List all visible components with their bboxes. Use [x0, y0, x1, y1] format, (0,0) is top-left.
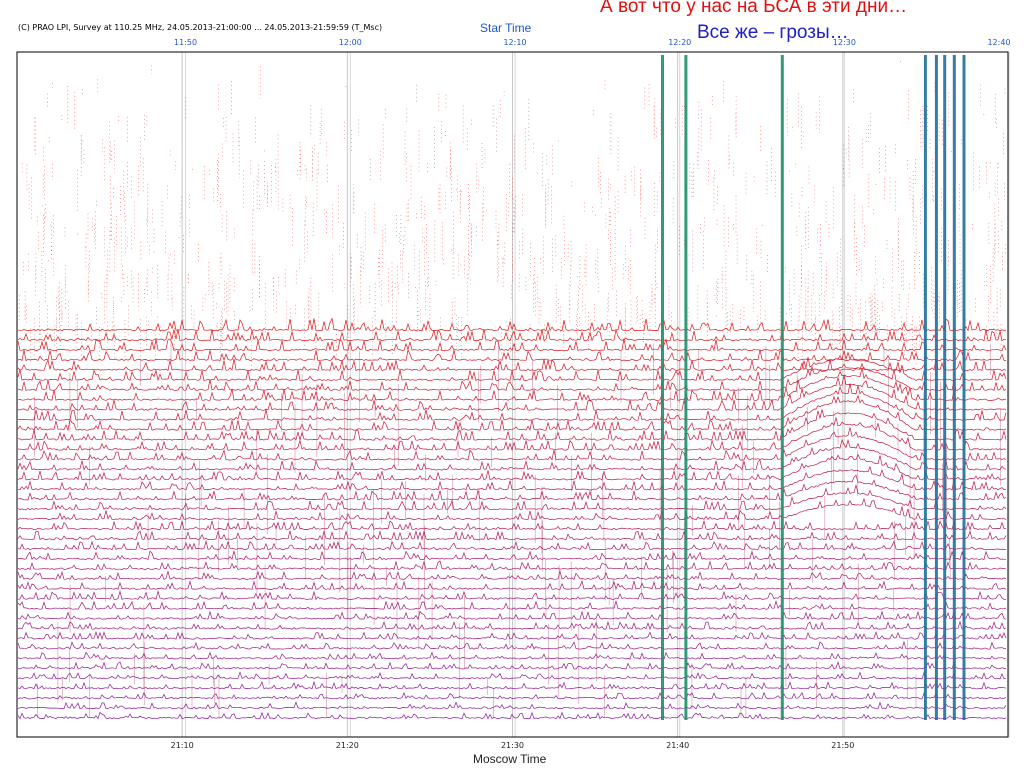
plot-frame — [16, 51, 1009, 738]
interference-burst — [684, 55, 688, 720]
series-trace — [17, 579, 1007, 591]
series-trace — [17, 383, 1007, 422]
series-trace — [17, 368, 1007, 402]
star-time-axis-title: Star Time — [480, 21, 532, 35]
series-trace — [17, 417, 1007, 452]
star-time-tick-label: 12:20 — [668, 38, 692, 47]
series-trace — [17, 550, 1007, 561]
series-trace — [17, 560, 1007, 571]
series-trace — [17, 438, 1007, 471]
series-trace — [17, 600, 1007, 611]
series-trace — [17, 610, 1007, 621]
series-trace — [17, 519, 1007, 531]
burst-group — [661, 55, 966, 720]
series-trace — [17, 691, 1007, 700]
star-time-tick-label: 12:40 — [987, 38, 1011, 47]
interference-burst — [943, 55, 947, 720]
moscow-time-tick-label: 21:10 — [170, 741, 194, 750]
series-trace — [17, 630, 1007, 641]
star-time-tick-label: 12:10 — [503, 38, 527, 47]
series-trace — [17, 394, 1007, 432]
interference-burst — [934, 55, 938, 720]
star-time-tick-label: 11:50 — [174, 38, 198, 47]
series-trace — [17, 427, 1007, 462]
series-trace — [17, 483, 1007, 511]
moscow-time-tick-label: 21:30 — [500, 741, 525, 750]
spike-group — [18, 61, 1006, 718]
series-trace — [18, 317, 1007, 332]
series-trace — [17, 375, 1007, 411]
grid-lines — [181, 52, 1010, 737]
series-trace — [17, 671, 1007, 680]
series-trace — [17, 620, 1007, 631]
series-trace — [17, 349, 1006, 362]
series-trace — [17, 474, 1007, 501]
interference-burst — [923, 55, 927, 720]
interference-burst — [962, 55, 966, 720]
series-trace — [17, 640, 1007, 650]
interference-burst — [780, 55, 784, 720]
series-trace — [17, 539, 1006, 551]
series-trace — [17, 337, 1007, 352]
moscow-time-tick-label: 21:50 — [831, 741, 855, 750]
series-trace — [17, 453, 1006, 482]
series-trace — [17, 711, 1007, 720]
slide-title-line2: Все же – грозы… — [697, 22, 849, 43]
series-trace — [17, 661, 1007, 670]
series-trace — [17, 350, 1007, 382]
series-trace — [17, 409, 1007, 442]
series-group — [17, 317, 1007, 720]
star-time-tick-label: 12:00 — [338, 38, 362, 47]
slide-title-line1: А вот что у нас на БСА в эти дни… — [600, 0, 908, 17]
series-trace — [17, 465, 1007, 491]
chart-header: (C) PRAO LPI, Survey at 110.25 MHz, 24.0… — [18, 23, 383, 32]
series-trace — [17, 680, 1007, 690]
series-trace — [17, 589, 1007, 601]
moscow-time-tick-label: 21:40 — [666, 741, 690, 750]
series-trace — [17, 358, 1007, 372]
moscow-time-axis-title: Moscow Time — [473, 752, 547, 766]
series-trace — [17, 359, 1007, 391]
series-trace — [17, 651, 1007, 660]
series-trace — [17, 701, 1007, 710]
series-trace — [17, 329, 1006, 342]
interference-burst — [661, 55, 664, 720]
series-trace — [17, 497, 1007, 521]
series-trace — [17, 529, 1007, 541]
moscow-time-tick-label: 21:20 — [335, 741, 359, 750]
interference-burst — [952, 55, 956, 720]
star-time-tick-label: 12:30 — [832, 38, 856, 47]
series-trace — [17, 569, 1007, 580]
